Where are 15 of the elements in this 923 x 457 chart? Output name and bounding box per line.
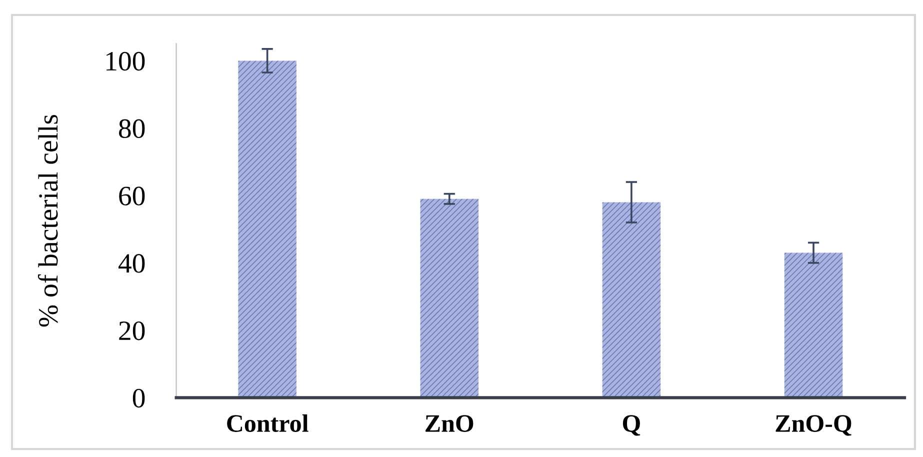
y-tick-label: 40 xyxy=(118,254,145,273)
x-tick-label: Control xyxy=(227,414,308,432)
bar xyxy=(238,60,296,398)
y-axis-title: % of bacterial cells xyxy=(38,114,58,327)
y-tick-label: 80 xyxy=(119,119,145,138)
bar xyxy=(784,252,843,398)
y-tick-label: 20 xyxy=(119,321,145,340)
x-tick-label: ZnO xyxy=(426,415,474,432)
y-tick-label: 60 xyxy=(119,186,145,206)
x-tick-label: ZnO-Q xyxy=(776,415,852,436)
bar xyxy=(602,202,661,398)
x-tick-label: Q xyxy=(622,415,640,436)
y-tick-label: 0 xyxy=(132,388,145,408)
bar xyxy=(420,198,479,398)
y-tick-label: 100 xyxy=(106,52,145,71)
